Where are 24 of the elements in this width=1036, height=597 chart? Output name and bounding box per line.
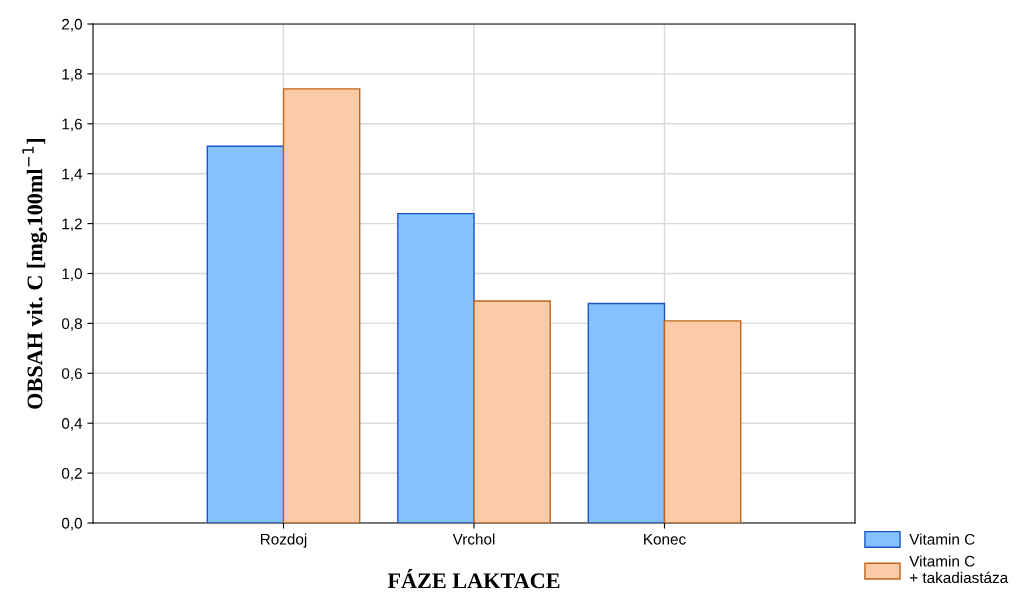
bar xyxy=(663,320,742,523)
x-tick-label: Rozdoj xyxy=(260,533,307,548)
bar xyxy=(397,212,475,523)
y-tick-label: 2,0 xyxy=(62,18,82,32)
y-tick-label: 0,0 xyxy=(61,517,82,531)
bar xyxy=(282,88,361,523)
y-tick-label: 1,2 xyxy=(62,218,82,232)
y-tick-label: 1,6 xyxy=(62,118,82,132)
y-tick-label: 0,6 xyxy=(61,368,82,381)
bar xyxy=(473,300,551,523)
legend-label: Vitamin C xyxy=(909,533,975,545)
x-tick-label: Vrchol xyxy=(452,533,495,545)
y-tick-label: 0,2 xyxy=(61,467,82,481)
y-axis-title: OBSAH vit. C [mg.100ml$^{−1}$] xyxy=(22,138,48,409)
y-tick-label: 0,4 xyxy=(61,418,83,431)
x-tick-label: Konec xyxy=(644,533,686,545)
legend-label: Vitamin C + takadiastáza xyxy=(909,555,1009,584)
y-tick-label: 1,0 xyxy=(62,268,82,281)
y-tick-label: 0,8 xyxy=(61,318,82,331)
y-tick-label: 1,4 xyxy=(62,168,83,182)
y-tick-label: 1,8 xyxy=(62,68,82,82)
bar xyxy=(587,302,666,523)
x-axis-title: FÁZE LAKTACE xyxy=(387,569,560,589)
bar xyxy=(206,145,285,523)
